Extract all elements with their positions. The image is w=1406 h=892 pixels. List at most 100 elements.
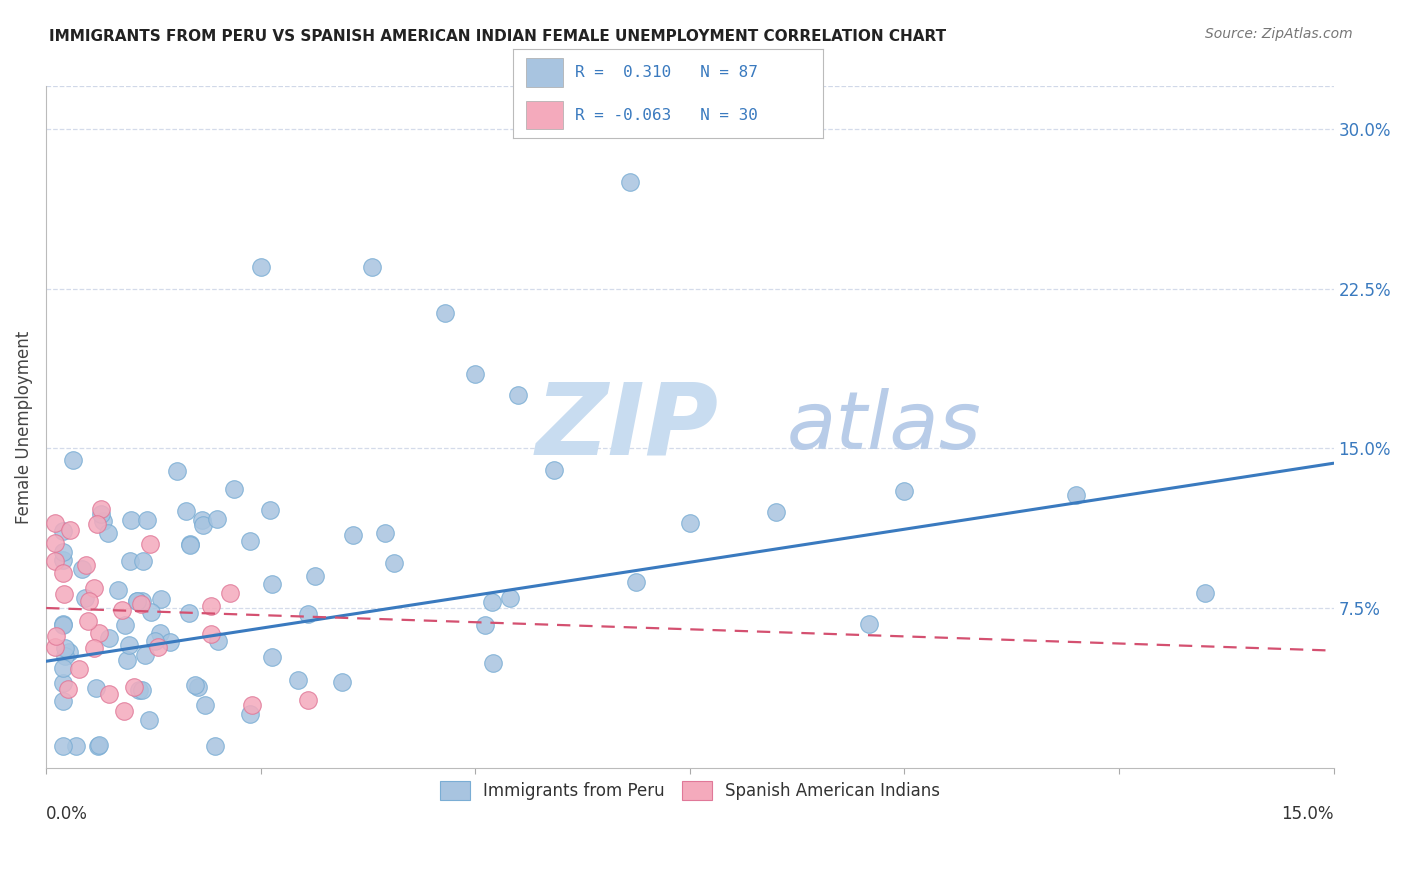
Point	[287, 673, 309, 687]
Point	[204, 739, 226, 754]
Point	[53, 587, 76, 601]
Point	[114, 618, 136, 632]
Point	[1064, 488, 1087, 502]
Point	[239, 706, 262, 721]
Point	[52, 545, 75, 559]
Point	[679, 516, 702, 530]
Point	[53, 640, 76, 655]
Point	[45, 629, 67, 643]
Point	[125, 594, 148, 608]
Point	[166, 464, 188, 478]
Point	[44, 516, 66, 530]
Point	[52, 552, 75, 566]
Text: IMMIGRANTS FROM PERU VS SPANISH AMERICAN INDIAN FEMALE UNEMPLOYMENT CORRELATION : IMMIGRANTS FROM PERU VS SPANISH AMERICAN…	[49, 29, 946, 44]
Point	[191, 513, 214, 527]
Point	[508, 388, 530, 402]
Point	[52, 566, 75, 580]
Point	[134, 648, 156, 662]
Point	[131, 598, 153, 612]
Point	[143, 634, 166, 648]
Point	[200, 599, 222, 613]
Point	[112, 704, 135, 718]
Point	[474, 618, 496, 632]
Point	[52, 694, 75, 708]
Point	[44, 640, 66, 654]
Point	[543, 463, 565, 477]
Point	[184, 678, 207, 692]
Point	[207, 633, 229, 648]
Point	[87, 738, 110, 752]
Point	[219, 586, 242, 600]
Text: 0.0%: 0.0%	[46, 805, 89, 823]
Point	[139, 605, 162, 619]
Point	[482, 656, 505, 670]
Point	[146, 640, 169, 655]
Point	[65, 739, 87, 754]
Bar	[526, 101, 562, 129]
Point	[56, 682, 79, 697]
Text: R =  0.310   N = 87: R = 0.310 N = 87	[575, 65, 758, 79]
Point	[107, 582, 129, 597]
Point	[200, 627, 222, 641]
Point	[361, 260, 384, 275]
Point	[240, 698, 263, 712]
Point	[239, 533, 262, 548]
Point	[73, 591, 96, 605]
Point	[464, 367, 486, 381]
Legend: Immigrants from Peru, Spanish American Indians: Immigrants from Peru, Spanish American I…	[433, 774, 946, 807]
Point	[87, 739, 110, 754]
Point	[120, 513, 142, 527]
Point	[52, 524, 75, 538]
Point	[67, 662, 90, 676]
Point	[342, 527, 364, 541]
Point	[111, 603, 134, 617]
Point	[52, 617, 75, 632]
Point	[297, 692, 319, 706]
Point	[52, 616, 75, 631]
Point	[249, 260, 271, 275]
Text: R = -0.063   N = 30: R = -0.063 N = 30	[575, 108, 758, 122]
Point	[52, 676, 75, 690]
Point	[191, 517, 214, 532]
Point	[83, 641, 105, 656]
Point	[304, 569, 326, 583]
Point	[374, 525, 396, 540]
Point	[83, 582, 105, 596]
Point	[139, 537, 162, 551]
Point	[858, 617, 880, 632]
Point	[118, 638, 141, 652]
Text: Source: ZipAtlas.com: Source: ZipAtlas.com	[1205, 27, 1353, 41]
Point	[44, 536, 66, 550]
Point	[260, 649, 283, 664]
Point	[58, 644, 80, 658]
Bar	[526, 58, 562, 87]
Point	[120, 554, 142, 568]
Point	[58, 523, 80, 537]
Point	[179, 538, 201, 552]
Point	[179, 536, 201, 550]
Point	[330, 675, 353, 690]
Point	[297, 607, 319, 622]
Point	[186, 680, 208, 694]
Point	[93, 515, 115, 529]
Text: ZIP: ZIP	[536, 378, 718, 475]
Point	[893, 483, 915, 498]
Point	[259, 503, 281, 517]
Point	[89, 626, 111, 640]
Point	[132, 553, 155, 567]
Point	[52, 661, 75, 675]
Point	[174, 504, 197, 518]
Point	[222, 482, 245, 496]
Point	[124, 680, 146, 694]
Point	[98, 687, 121, 701]
Point	[98, 632, 121, 646]
Point	[499, 591, 522, 605]
Point	[52, 739, 75, 754]
Point	[90, 501, 112, 516]
Point	[138, 713, 160, 727]
Point	[72, 562, 94, 576]
Point	[86, 517, 108, 532]
Point	[433, 306, 456, 320]
Point	[90, 508, 112, 522]
Point	[128, 683, 150, 698]
